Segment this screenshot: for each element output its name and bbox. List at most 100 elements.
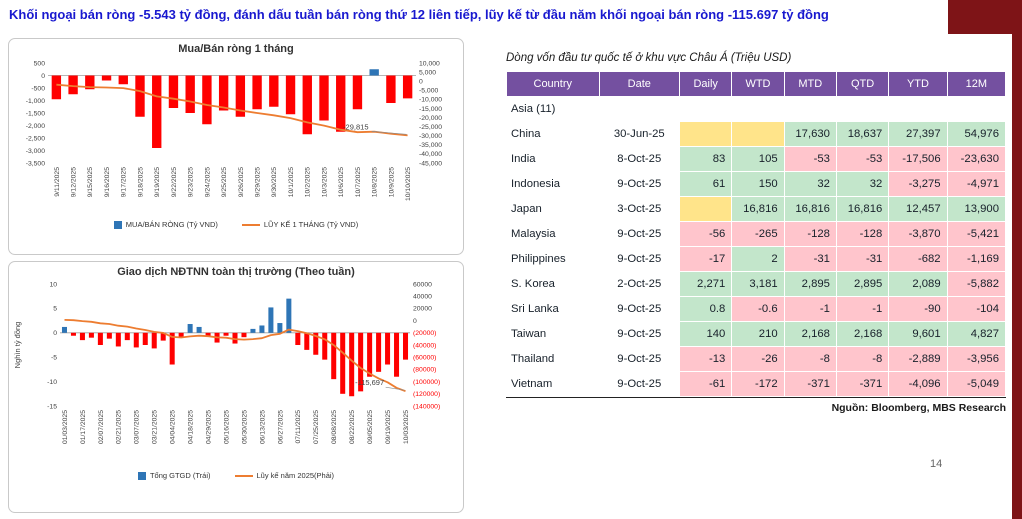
chart1-legend: MUA/BÁN RÒNG (Tỷ VND) LŨY KẾ 1 THÁNG (Tỷ…	[9, 220, 463, 229]
asia-flows-panel: Dòng vốn đầu tư quốc tế ở khu vực Châu Á…	[506, 52, 1007, 414]
value-cell: -53	[783, 146, 837, 172]
table-title: Dòng vốn đầu tư quốc tế ở khu vực Châu Á…	[506, 52, 792, 64]
value-cell: 16,816	[835, 196, 890, 222]
date-cell: 3-Oct-25	[598, 196, 681, 222]
table-row: Indonesia 9-Oct-25 61 150 32 32 -3,275 -4,971	[506, 171, 1007, 197]
right-edge-accent	[1012, 0, 1022, 519]
svg-text:10/2/2025: 10/2/2025	[305, 167, 312, 197]
svg-text:10/8/2025: 10/8/2025	[372, 167, 379, 197]
value-cell: 83	[679, 146, 733, 172]
legend-label: Tổng GTGD (Trái)	[149, 471, 211, 480]
chart2-legend: Tổng GTGD (Trái) Lũy kế năm 2025(Phải)	[9, 471, 463, 480]
value-cell: 2,271	[679, 271, 733, 297]
svg-text:(20000): (20000)	[413, 330, 436, 337]
chart1-canvas: 500 0 -500 -1,000 -1,500 -2,000 -2,500 -3,000 -3…	[26, 60, 443, 201]
svg-text:10/03/2025: 10/03/2025	[403, 410, 410, 444]
col-header-qtd: QTD	[835, 71, 890, 97]
svg-text:01/03/2025: 01/03/2025	[62, 410, 69, 444]
svg-text:-2,500: -2,500	[26, 135, 45, 142]
value-cell: 2,895	[783, 271, 837, 297]
value-cell: -31	[783, 246, 837, 272]
country-cell: Philippines	[506, 246, 600, 272]
svg-text:10: 10	[49, 281, 57, 288]
svg-text:-30,000: -30,000	[419, 133, 442, 140]
value-cell: -371	[783, 371, 837, 397]
bar-series-swatch-icon	[137, 471, 146, 480]
table-row: China 30-Jun-25 17,630 18,637 27,397 54,976	[506, 121, 1007, 147]
table-row: Japan 3-Oct-25 16,816 16,816 16,816 12,457 13,…	[506, 196, 1007, 222]
value-cell: 32	[835, 171, 890, 197]
value-cell: -265	[731, 221, 785, 247]
value-cell: 2,168	[783, 321, 837, 347]
date-cell: 9-Oct-25	[598, 296, 681, 322]
value-cell: -128	[835, 221, 890, 247]
value-cell: 0.8	[679, 296, 733, 322]
svg-text:(80000): (80000)	[413, 367, 436, 374]
value-cell: -8	[835, 346, 890, 372]
svg-text:0: 0	[53, 330, 57, 337]
value-cell: -5,421	[946, 221, 1007, 247]
svg-text:09/05/2025: 09/05/2025	[367, 410, 374, 444]
svg-text:9/19/2025: 9/19/2025	[154, 167, 161, 197]
svg-text:-5,000: -5,000	[419, 88, 438, 95]
col-header-wtd: WTD	[731, 71, 785, 97]
value-cell	[731, 121, 785, 147]
country-cell: Indonesia	[506, 171, 600, 197]
svg-text:10,000: 10,000	[419, 60, 440, 67]
table-header-row: Country Date Daily WTD MTD QTD YTD 12M	[506, 71, 1007, 97]
chart-foreign-trading-weekly: Giao dịch NĐTNN toàn thị trường (Theo tu…	[8, 261, 464, 513]
legend-item: MUA/BÁN RÒNG (Tỷ VND)	[113, 220, 218, 229]
empty-cell	[888, 96, 948, 122]
legend-item: Tổng GTGD (Trái)	[137, 471, 211, 480]
svg-text:10/3/2025: 10/3/2025	[321, 167, 328, 197]
table-row: Vietnam 9-Oct-25 -61 -172 -371 -371 -4,096 -5,0…	[506, 371, 1007, 397]
svg-text:(120000): (120000)	[413, 391, 440, 398]
svg-text:0: 0	[413, 318, 417, 325]
legend-label: LŨY KẾ 1 THÁNG (Tỷ VND)	[263, 220, 359, 229]
table-row: Philippines 9-Oct-25 -17 2 -31 -31 -682 -1,169	[506, 246, 1007, 272]
table-group-row: Asia (11)	[506, 96, 1007, 122]
value-cell: -2,889	[888, 346, 948, 372]
svg-text:20000: 20000	[413, 306, 432, 313]
value-cell: 150	[731, 171, 785, 197]
svg-text:-5: -5	[51, 355, 57, 362]
value-cell: -8	[783, 346, 837, 372]
value-cell: -17,506	[888, 146, 948, 172]
svg-text:-25,000: -25,000	[419, 124, 442, 131]
value-cell: 9,601	[888, 321, 948, 347]
value-cell: 3,181	[731, 271, 785, 297]
svg-text:9/24/2025: 9/24/2025	[204, 167, 211, 197]
svg-text:40000: 40000	[413, 294, 432, 301]
svg-text:-1,000: -1,000	[26, 98, 45, 105]
svg-text:9/12/2025: 9/12/2025	[70, 167, 77, 197]
date-cell: 9-Oct-25	[598, 221, 681, 247]
svg-text:0: 0	[41, 73, 45, 80]
svg-text:08/22/2025: 08/22/2025	[349, 410, 356, 444]
value-cell: 16,816	[731, 196, 785, 222]
line-series-swatch-icon	[241, 223, 260, 226]
table-row: Sri Lanka 9-Oct-25 0.8 -0.6 -1 -1 -90 -104	[506, 296, 1007, 322]
svg-text:-15: -15	[47, 403, 57, 410]
svg-text:9/29/2025: 9/29/2025	[254, 167, 261, 197]
line-series-swatch-icon	[234, 474, 253, 477]
svg-text:-3,500: -3,500	[26, 160, 45, 167]
svg-text:-29,815: -29,815	[343, 122, 368, 131]
svg-text:-15,000: -15,000	[419, 106, 442, 113]
table-row: Taiwan 9-Oct-25 140 210 2,168 2,168 9,601 4,827	[506, 321, 1007, 347]
value-cell: -5,882	[946, 271, 1007, 297]
svg-text:(40000): (40000)	[413, 342, 436, 349]
value-cell: 27,397	[888, 121, 948, 147]
legend-item: LŨY KẾ 1 THÁNG (Tỷ VND)	[241, 220, 359, 229]
svg-text:06/13/2025: 06/13/2025	[259, 410, 266, 444]
svg-text:-2,000: -2,000	[26, 123, 45, 130]
col-header-mtd: MTD	[783, 71, 837, 97]
svg-text:04/04/2025: 04/04/2025	[170, 410, 177, 444]
table-row: Thailand 9-Oct-25 -13 -26 -8 -8 -2,889 -3,956	[506, 346, 1007, 372]
svg-text:02/21/2025: 02/21/2025	[116, 410, 123, 444]
svg-text:07/11/2025: 07/11/2025	[295, 410, 302, 444]
date-cell: 9-Oct-25	[598, 346, 681, 372]
country-cell: India	[506, 146, 600, 172]
svg-text:10/9/2025: 10/9/2025	[388, 167, 395, 197]
bar-series-swatch-icon	[113, 220, 122, 229]
svg-text:07/25/2025: 07/25/2025	[313, 410, 320, 444]
